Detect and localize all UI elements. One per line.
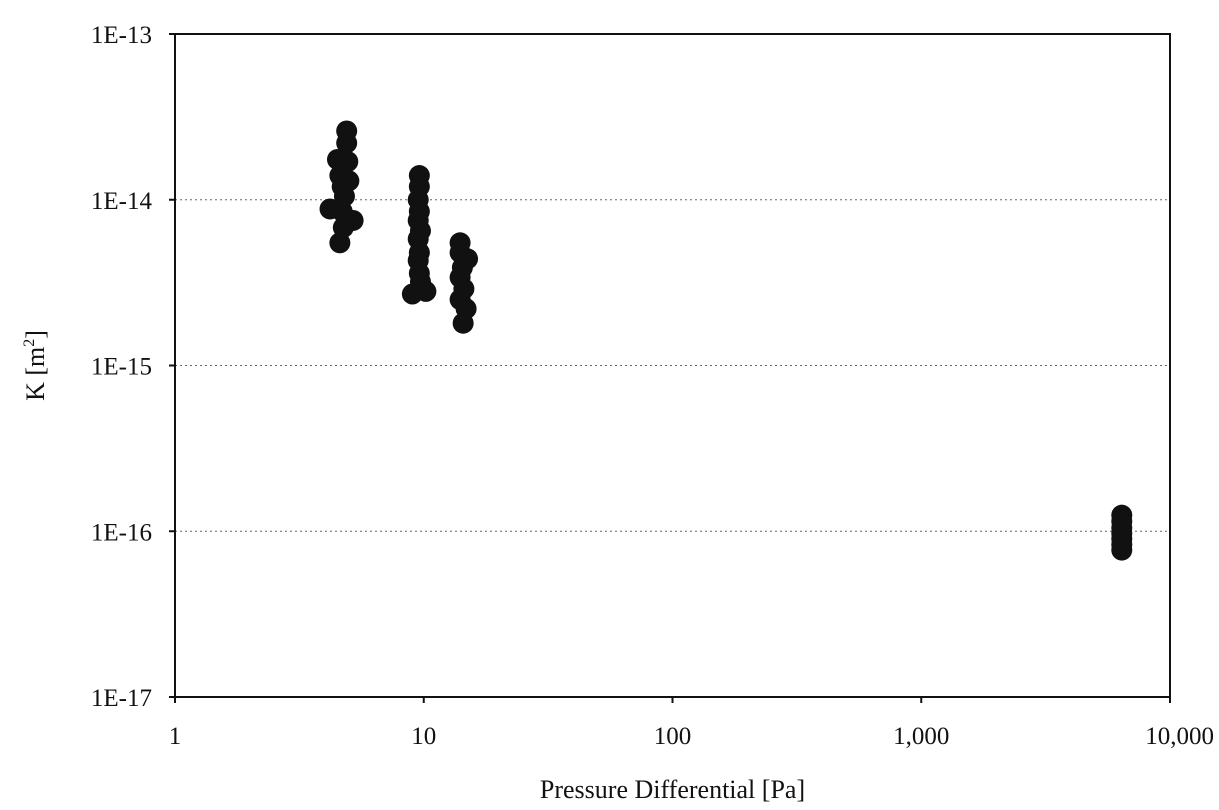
x-tick-label: 100 <box>654 723 692 750</box>
data-point <box>329 232 351 254</box>
y-axis-title-superscript: 2 <box>21 339 38 347</box>
grid-lines <box>175 199 1170 532</box>
y-tick-label: 1E-15 <box>91 354 152 381</box>
x-tick-label: 1 <box>169 723 182 750</box>
data-point <box>1111 539 1133 561</box>
x-tick-label: 1,000 <box>893 723 949 750</box>
x-tick-label: 10 <box>411 723 436 750</box>
axis-ticks: 1E-13 1E-14 1E-15 1E-16 1E-17 1 10 100 1,000 10,0… <box>91 22 1214 750</box>
x-tick-label: 10,000 <box>1145 723 1214 750</box>
y-tick-label: 1E-13 <box>91 22 152 49</box>
y-axis-title-main: K [m <box>21 347 50 401</box>
data-point <box>336 132 358 154</box>
data-point <box>452 312 474 334</box>
data-points <box>319 120 1133 561</box>
y-axis-title-close: ] <box>21 330 50 339</box>
y-tick-label: 1E-17 <box>91 685 152 712</box>
y-tick-label: 1E-16 <box>91 519 152 546</box>
y-tick-label: 1E-14 <box>91 188 153 215</box>
x-axis-title: Pressure Differential [Pa] <box>540 775 805 804</box>
data-point <box>415 280 437 302</box>
y-axis-title: K [m2] <box>21 330 50 401</box>
